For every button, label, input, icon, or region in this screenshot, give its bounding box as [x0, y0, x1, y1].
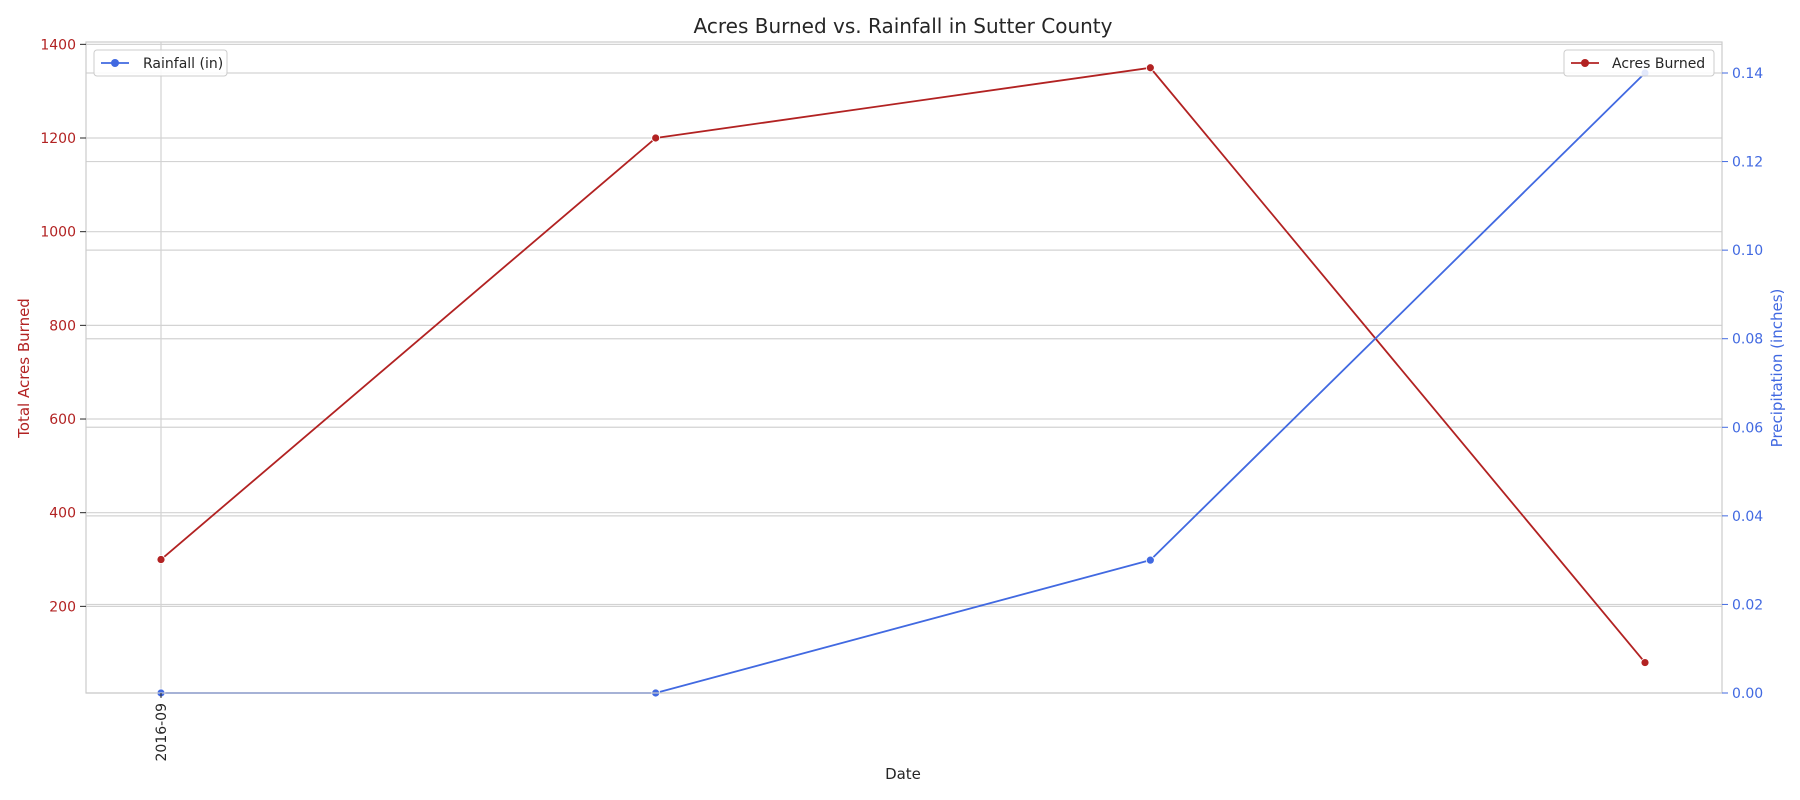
series-point-acres-burned [651, 133, 661, 143]
left-axis-tick-label: 200 [49, 599, 76, 615]
grid-layer [86, 42, 1722, 694]
series-point-rainfall-in [1145, 555, 1155, 565]
right-axis: 0.00 0.02 0.04 0.06 0.08 0.10 0.12 0.14 [1722, 66, 1763, 702]
legend-acres-burned: Acres Burned [1563, 49, 1715, 77]
right-axis-tick-label: 0.04 [1732, 509, 1763, 525]
left-axis-tick-label: 600 [49, 412, 76, 428]
series-line-acres-burned [160, 66, 1646, 664]
chart-title: Acres Burned vs. Rainfall in Sutter Coun… [694, 14, 1113, 38]
right-axis-tick-label: 0.00 [1732, 686, 1763, 702]
series-point-acres-burned [1640, 658, 1650, 667]
left-axis-title: Total Acres Burned [15, 298, 33, 439]
left-axis-tick-label: 1000 [40, 225, 76, 241]
left-axis-tick-label: 1200 [40, 131, 76, 147]
right-axis-title: Precipitation (inches) [1768, 289, 1786, 448]
left-axis-tick-label: 400 [49, 506, 76, 522]
series-line-rainfall-in [161, 72, 1646, 694]
left-axis-tick-label: 800 [49, 318, 76, 334]
right-axis-tick-label: 0.10 [1732, 243, 1763, 259]
legend-acres-burned-swatch-marker [1581, 59, 1589, 67]
legend-acres-burned-label: Acres Burned [1612, 56, 1705, 72]
legend-rainfall: Rainfall (in) [93, 49, 228, 77]
left-axis: 200 400 600 800 1000 1200 1400 [40, 37, 86, 615]
right-axis-tick-label: 0.14 [1732, 66, 1763, 82]
series-layer [156, 63, 1650, 698]
right-axis-tick-label: 0.12 [1732, 155, 1763, 171]
x-axis-title: Date [885, 765, 921, 783]
series-point-acres-burned [1145, 63, 1155, 73]
right-axis-tick-label: 0.06 [1732, 420, 1763, 436]
legend-rainfall-swatch-marker [111, 59, 119, 67]
legend-rainfall-label: Rainfall (in) [143, 56, 223, 72]
x-axis-tick-label: 2016-09 [154, 703, 170, 762]
plot-frame [85, 41, 1723, 694]
x-axis: 2016-09 [154, 693, 170, 762]
left-axis-tick-label: 1400 [40, 37, 76, 53]
right-axis-tick-label: 0.02 [1732, 597, 1763, 613]
series-point-acres-burned [156, 555, 166, 564]
right-axis-tick-label: 0.08 [1732, 332, 1763, 348]
